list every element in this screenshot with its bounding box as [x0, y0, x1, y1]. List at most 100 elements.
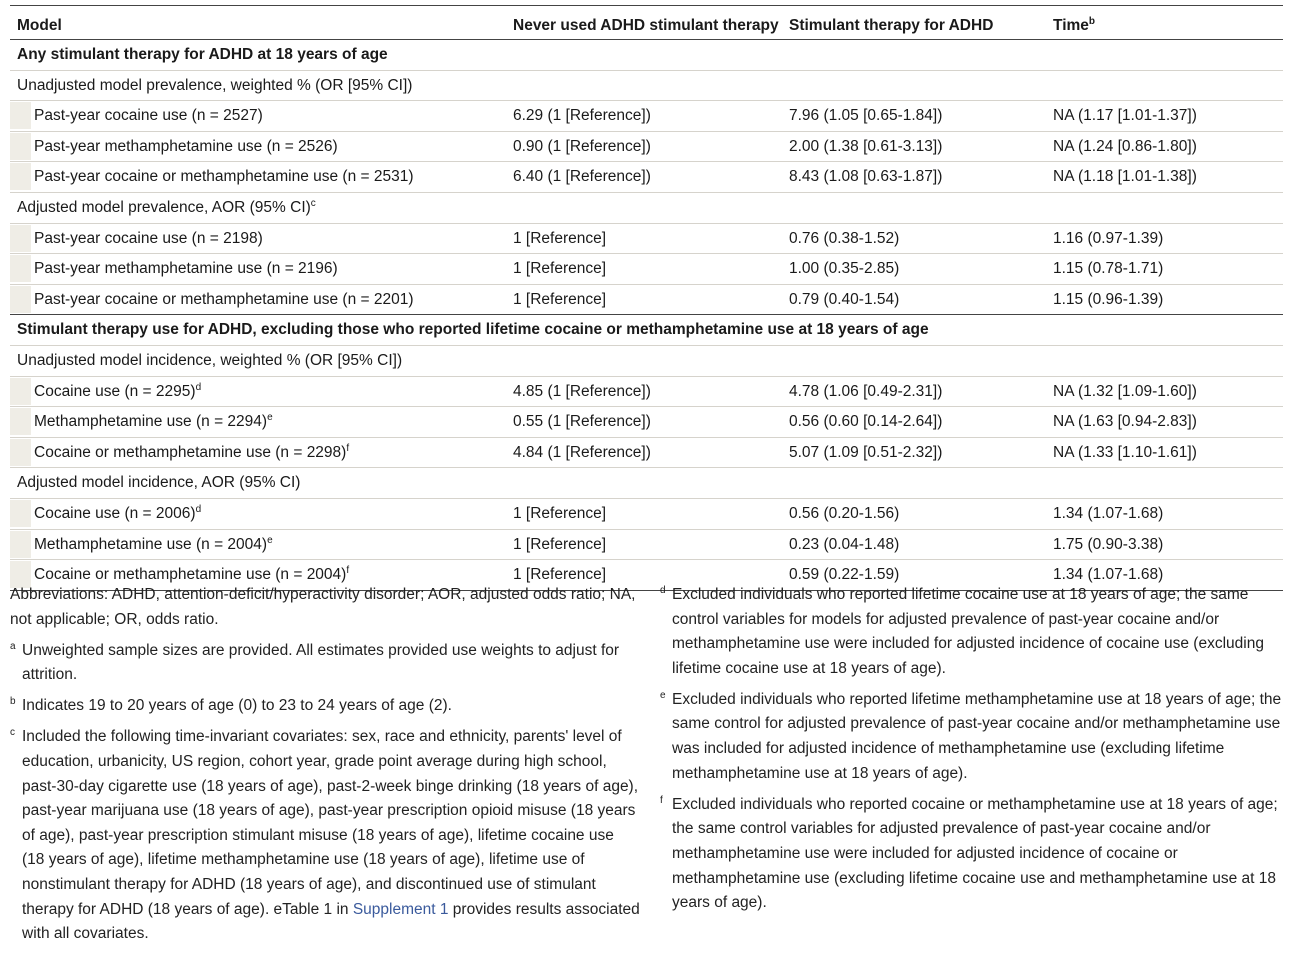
footnote-mark: a [10, 640, 16, 652]
footnote-mark: e [267, 534, 273, 546]
row-label: Cocaine use (n = 2295)d [34, 377, 201, 407]
row-indent [10, 530, 31, 558]
time-value: 1.34 (1.07-1.68) [1053, 504, 1164, 522]
row-label-text: Past-year methamphetamine use (n = 2526) [34, 137, 338, 155]
footnote-text-after: provides results associated with all cov… [22, 900, 640, 943]
table-row: Past-year cocaine or methamphetamine use… [10, 285, 1283, 316]
footnote-mark: b [1088, 16, 1096, 27]
never-used-value: 1 [Reference] [513, 566, 607, 584]
time-value: NA (1.32 [1.09-1.60]) [1053, 382, 1197, 400]
time-value: NA (1.24 [0.86-1.80]) [1053, 137, 1197, 155]
section-title: Stimulant therapy use for ADHD, excludin… [17, 321, 929, 339]
section-row: Any stimulant therapy for ADHD at 18 yea… [10, 40, 1283, 71]
never-used-value: 1 [Reference] [513, 504, 607, 522]
row-label-text: Cocaine or methamphetamine use (n = 2298… [34, 443, 347, 461]
footnote-text: Excluded individuals who reported lifeti… [672, 690, 1282, 782]
group-label: Unadjusted model prevalence, weighted % … [17, 71, 412, 101]
group-label: Adjusted model prevalence, AOR (95% CI)c [17, 193, 316, 223]
table-row: Past-year methamphetamine use (n = 2526)… [10, 132, 1283, 163]
header-stimulant: Stimulant therapy for ADHD [789, 17, 994, 34]
never-used-value: 4.84 (1 [Reference]) [513, 443, 651, 461]
time-value: 1.16 (0.97-1.39) [1053, 229, 1164, 247]
group-row: Unadjusted model prevalence, weighted % … [10, 71, 1283, 102]
row-label: Past-year cocaine use (n = 2198) [34, 224, 263, 254]
header-time: Timeb [1053, 6, 1095, 46]
never-used-value: 6.40 (1 [Reference]) [513, 168, 651, 186]
time-value: 1.34 (1.07-1.68) [1053, 566, 1164, 584]
footnote-text: Excluded individuals who reported cocain… [672, 795, 1278, 912]
never-used-value: 1 [Reference] [513, 535, 607, 553]
row-label: Cocaine or methamphetamine use (n = 2004… [34, 560, 349, 590]
time-value: NA (1.63 [0.94-2.83]) [1053, 413, 1197, 431]
header-never-used: Never used ADHD stimulant therapy [513, 17, 779, 34]
time-value: NA (1.33 [1.10-1.61]) [1053, 443, 1197, 461]
stimulant-value: 4.78 (1.06 [0.49-2.31]) [789, 382, 943, 400]
row-label-text: Past-year cocaine use (n = 2527) [34, 107, 263, 125]
table-row: Cocaine use (n = 2006)d 1 [Reference] 0.56… [10, 499, 1283, 530]
table-row: Past-year cocaine or methamphetamine use… [10, 162, 1283, 193]
row-indent [10, 132, 31, 160]
table-row: Past-year cocaine use (n = 2198) 1 [Refer… [10, 224, 1283, 255]
table-row: Cocaine or methamphetamine use (n = 2298… [10, 438, 1283, 469]
table-row: Past-year methamphetamine use (n = 2196)… [10, 254, 1283, 285]
table-header: Model Never used ADHD stimulant therapy … [10, 6, 1283, 40]
table-row: Cocaine use (n = 2295)d 4.85 (1 [Referenc… [10, 377, 1283, 408]
row-label: Methamphetamine use (n = 2294)e [34, 407, 273, 437]
footnote: c Included the following time-invariant c… [10, 725, 640, 946]
group-label: Unadjusted model incidence, weighted % (… [17, 346, 402, 376]
never-used-value: 6.29 (1 [Reference]) [513, 107, 651, 125]
group-row: Adjusted model prevalence, AOR (95% CI)c [10, 193, 1283, 224]
row-label-text: Past-year cocaine or methamphetamine use… [34, 168, 414, 186]
table-row: Cocaine or methamphetamine use (n = 2004… [10, 560, 1283, 591]
never-used-value: 0.90 (1 [Reference]) [513, 137, 651, 155]
group-row: Unadjusted model incidence, weighted % (… [10, 346, 1283, 377]
time-value: NA (1.18 [1.01-1.38]) [1053, 168, 1197, 186]
footnote-text: Excluded individuals who reported lifeti… [672, 586, 1264, 677]
table-row: Methamphetamine use (n = 2294)e 0.55 (1 [… [10, 407, 1283, 438]
never-used-value: 1 [Reference] [513, 290, 607, 308]
stimulant-value: 1.00 (0.35-2.85) [789, 260, 900, 278]
footnote-text: Included the following time-invariant co… [22, 728, 639, 918]
row-indent [10, 377, 31, 405]
supplement-link[interactable]: Supplement 1 [352, 900, 449, 918]
table-row: Past-year cocaine use (n = 2527) 6.29 (1 … [10, 101, 1283, 132]
never-used-value: 4.85 (1 [Reference]) [513, 382, 651, 400]
row-indent [10, 499, 31, 527]
header-model: Model [17, 17, 62, 34]
group-label-text: Unadjusted model incidence, weighted % (… [17, 351, 403, 369]
row-label-text: Past-year methamphetamine use (n = 2196) [34, 260, 338, 278]
section-title: Any stimulant therapy for ADHD at 18 yea… [17, 46, 388, 63]
stimulant-value: 0.56 (0.20-1.56) [789, 504, 900, 522]
time-value: 1.75 (0.90-3.38) [1053, 535, 1164, 553]
notes-right: d Excluded individuals who reported lifet… [660, 583, 1290, 922]
footnote-mark: d [195, 503, 202, 515]
row-label: Past-year cocaine use (n = 2527) [34, 101, 263, 131]
row-indent [10, 102, 31, 130]
footnote-mark: d [195, 381, 202, 393]
row-label-text: Cocaine or methamphetamine use (n = 2004… [34, 566, 347, 584]
never-used-value: 1 [Reference] [513, 229, 607, 247]
row-label: Cocaine or methamphetamine use (n = 2298… [34, 438, 349, 468]
footnote-mark: e [267, 412, 273, 424]
row-label: Past-year methamphetamine use (n = 2196) [34, 254, 338, 284]
footnote-mark: e [660, 689, 666, 701]
row-label-text: Past-year cocaine use (n = 2198) [34, 229, 263, 247]
section-row: Stimulant therapy use for ADHD, excludin… [10, 315, 1283, 346]
row-label-text: Methamphetamine use (n = 2294) [34, 413, 268, 431]
footnote-mark: f [346, 442, 350, 454]
footnote-mark: c [10, 727, 15, 739]
footnote: b Indicates 19 to 20 years of age (0) to … [10, 694, 640, 719]
stimulant-value: 8.43 (1.08 [0.63-1.87]) [789, 168, 943, 186]
footnote: e Excluded individuals who reported lifet… [660, 688, 1290, 786]
footnote: d Excluded individuals who reported lifet… [660, 583, 1290, 681]
row-label-text: Methamphetamine use (n = 2004) [34, 535, 268, 553]
footnote-mark: d [660, 585, 666, 596]
never-used-value: 1 [Reference] [513, 260, 607, 278]
stimulant-value: 0.79 (0.40-1.54) [789, 290, 900, 308]
time-value: 1.15 (0.96-1.39) [1053, 290, 1164, 308]
footnote: a Unweighted sample sizes are provided. A… [10, 639, 640, 688]
row-indent [10, 408, 31, 436]
time-value: 1.15 (0.78-1.71) [1053, 260, 1164, 278]
footnote-text: Indicates 19 to 20 years of age (0) to 2… [22, 697, 452, 715]
row-label-text: Cocaine use (n = 2006) [34, 504, 196, 522]
